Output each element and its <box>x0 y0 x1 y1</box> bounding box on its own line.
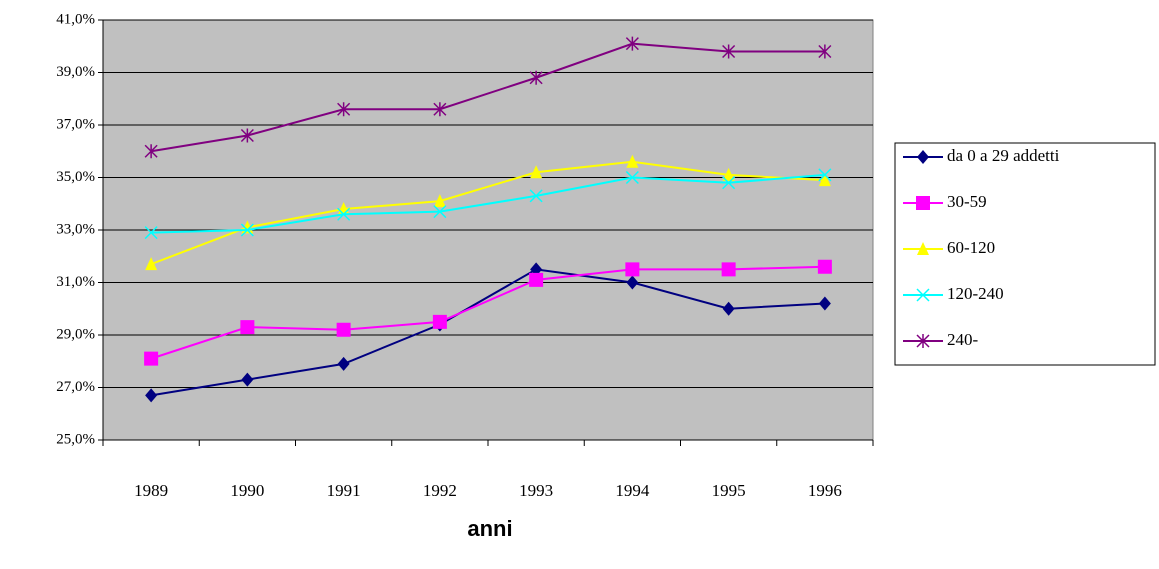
y-tick-label: 25,0% <box>56 431 95 447</box>
x-tick-label: 1993 <box>519 481 553 500</box>
series-line <box>150 160 825 266</box>
marker <box>722 167 735 181</box>
x-axis-title: anni <box>467 516 512 541</box>
marker <box>240 320 255 335</box>
y-tick-label: 35,0% <box>56 169 95 185</box>
legend-marker <box>916 334 930 348</box>
marker <box>144 144 158 159</box>
marker <box>336 322 351 337</box>
x-tick-label: 1994 <box>615 481 650 500</box>
marker <box>626 154 639 168</box>
y-tick-label: 41,0% <box>56 11 95 27</box>
marker <box>144 226 158 240</box>
legend-label: da 0 a 29 addetti <box>947 146 1060 165</box>
marker <box>722 44 736 59</box>
marker <box>240 128 254 143</box>
marker <box>433 205 447 219</box>
marker <box>721 262 736 277</box>
legend-label: 120-240 <box>947 284 1004 303</box>
y-tick-label: 29,0% <box>56 326 95 342</box>
marker <box>529 272 544 287</box>
x-tick-label: 1996 <box>808 481 842 500</box>
marker <box>145 388 158 403</box>
marker <box>241 372 254 387</box>
legend-label: 30-59 <box>947 192 987 211</box>
marker <box>625 170 639 185</box>
x-tick-label: 1989 <box>134 481 168 500</box>
legend-box <box>894 142 1156 366</box>
legend-marker <box>916 288 930 302</box>
legend-label: 240- <box>947 330 979 349</box>
marker <box>145 257 158 271</box>
marker <box>722 176 736 190</box>
marker <box>818 173 831 187</box>
legend-label: 60-120 <box>947 238 995 257</box>
marker <box>625 262 640 277</box>
y-tick-label: 37,0% <box>56 116 95 132</box>
marker <box>818 168 832 182</box>
marker <box>144 351 159 366</box>
x-tick-label: 1992 <box>423 481 457 500</box>
marker <box>530 165 543 179</box>
y-tick-label: 27,0% <box>56 379 95 395</box>
x-tick-label: 1995 <box>712 481 746 500</box>
x-tick-label: 1990 <box>230 481 264 500</box>
marker <box>433 194 446 208</box>
legend-marker <box>916 196 930 210</box>
marker <box>240 223 254 237</box>
marker <box>337 102 351 117</box>
series-line <box>151 173 825 234</box>
marker <box>818 296 831 311</box>
marker <box>432 314 447 329</box>
x-tick-label: 1991 <box>327 481 361 500</box>
series-line <box>150 42 825 153</box>
legend-marker <box>917 150 929 164</box>
marker <box>529 189 543 203</box>
legend-marker <box>917 242 929 255</box>
marker <box>625 36 639 51</box>
marker <box>433 102 447 117</box>
series-line <box>150 268 825 397</box>
marker <box>818 44 832 59</box>
marker <box>529 70 543 85</box>
marker <box>337 207 351 221</box>
marker <box>626 275 639 290</box>
marker <box>817 259 832 274</box>
marker <box>337 356 350 371</box>
series-line <box>150 265 825 360</box>
y-tick-label: 39,0% <box>56 64 95 80</box>
y-tick-label: 33,0% <box>56 221 95 237</box>
y-tick-label: 31,0% <box>56 274 95 290</box>
marker <box>722 301 735 316</box>
